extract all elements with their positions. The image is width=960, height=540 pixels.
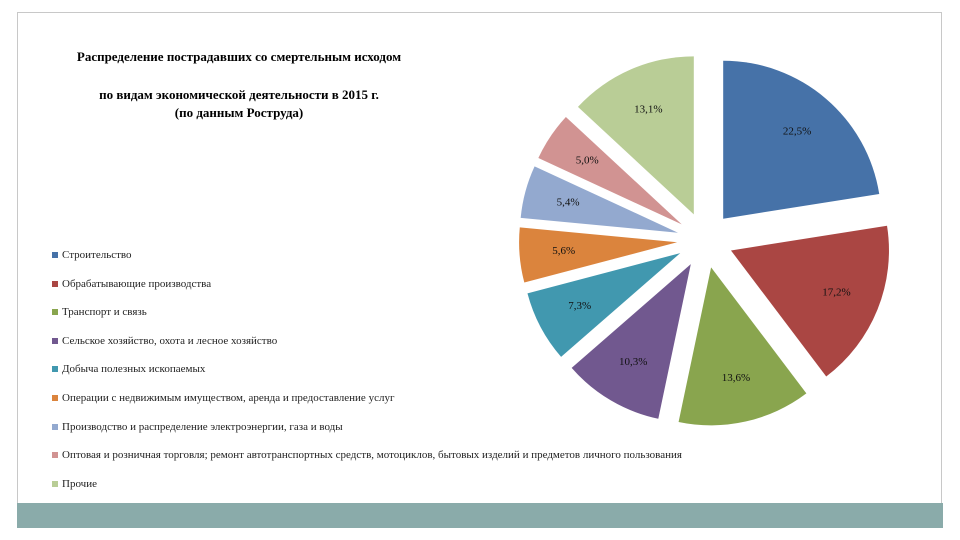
legend-item: Добыча полезных ископаемых [52, 363, 782, 376]
legend-swatch [52, 423, 58, 430]
legend-swatch [52, 337, 58, 344]
legend-item: Прочие [52, 478, 782, 491]
chart-subtitle: (по данным Роструда) [175, 105, 303, 120]
legend-item: Сельское хозяйство, охота и лесное хозяй… [52, 335, 782, 348]
legend-label: Транспорт и связь [62, 306, 147, 319]
legend-label: Обрабатывающие производства [62, 277, 212, 290]
pie-slice [678, 267, 807, 426]
data-label: 13,1% [634, 104, 662, 116]
legend-item: Транспорт и связь [52, 306, 782, 319]
legend-swatch [52, 309, 58, 316]
chart-subtitle: по видам экономической деятельности в 20… [99, 87, 379, 102]
legend-label: Сельское хозяйство, охота и лесное хозяй… [62, 334, 278, 347]
legend-swatch [52, 395, 58, 401]
legend-swatch [52, 280, 58, 287]
chart-title: Распределение пострадавших со смертельны… [77, 49, 401, 64]
data-label: 22,5% [783, 126, 811, 138]
data-label: 5,0% [576, 155, 599, 167]
legend-label: Строительство [62, 249, 132, 261]
footer-band [17, 503, 943, 528]
data-label: 5,4% [557, 197, 580, 209]
legend-label: Оптовая и розничная торговля; ремонт авт… [62, 449, 682, 462]
legend-label: Операции с недвижимым имуществом, аренда… [62, 392, 395, 404]
data-label: 13,6% [722, 372, 750, 384]
legend-swatch [52, 366, 58, 373]
legend-item: Производство и распределение электроэнер… [52, 421, 782, 434]
legend-swatch [52, 480, 58, 487]
data-label: 10,3% [619, 356, 647, 368]
data-label: 5,6% [552, 245, 575, 257]
pie-slice [723, 60, 880, 219]
legend-item: Обрабатывающие производства [52, 278, 782, 291]
pie-slice [538, 116, 682, 225]
pie-slice [527, 253, 681, 357]
legend-label: Прочие [62, 477, 97, 490]
pie-slice [577, 56, 694, 215]
pie-slice [730, 225, 889, 377]
legend-label: Производство и распределение электроэнер… [62, 420, 343, 433]
legend-item: Строительство [52, 249, 782, 262]
legend-item: Операции с недвижимым имуществом, аренда… [52, 392, 782, 405]
legend-item: Оптовая и розничная торговля; ремонт авт… [52, 449, 782, 462]
pie-slice [520, 166, 678, 233]
legend-label: Добыча полезных ископаемых [62, 363, 206, 376]
data-label: 17,2% [822, 287, 850, 299]
legend-swatch [52, 452, 58, 459]
pie-slice [571, 264, 691, 419]
legend-swatch [52, 252, 58, 258]
pie-slice [519, 227, 678, 283]
data-label: 7,3% [568, 300, 591, 312]
